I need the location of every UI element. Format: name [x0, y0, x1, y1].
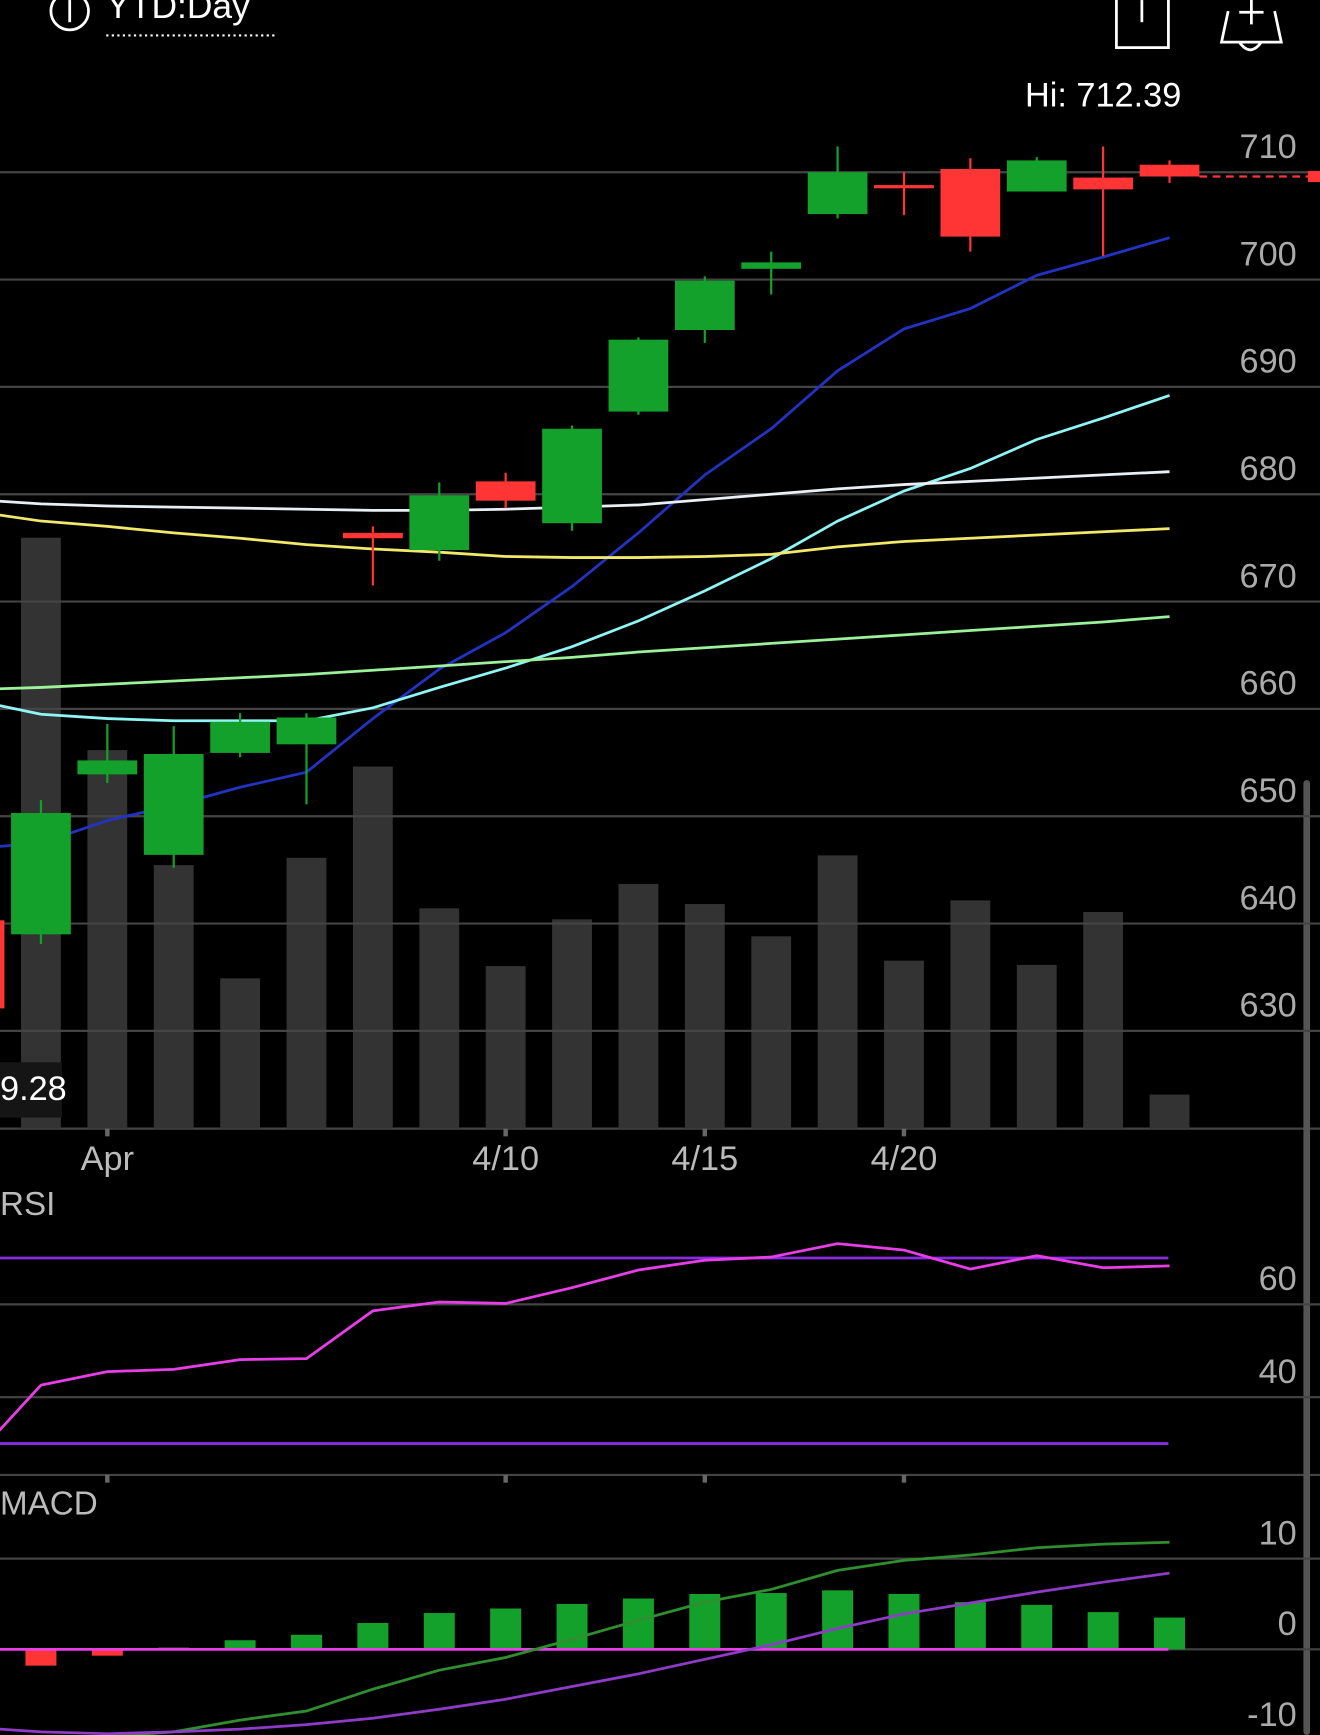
histogram-bar — [290, 1634, 322, 1650]
candle-body — [475, 481, 536, 501]
candle-body — [276, 717, 337, 745]
price-label: 9.28 — [0, 1070, 67, 1108]
histogram-bar — [822, 1590, 854, 1650]
candle-body — [1139, 164, 1200, 177]
macd-line — [108, 1540, 1170, 1735]
share-icon[interactable] — [1115, 0, 1170, 50]
y-tick-label: 640 — [1240, 879, 1297, 917]
moving-average — [0, 394, 1170, 723]
x-tick-label: 4/10 — [472, 1140, 539, 1178]
x-tick-label: 4/20 — [871, 1140, 938, 1178]
y-tick-label: 40 — [1259, 1353, 1297, 1391]
price-pane — [0, 146, 1320, 1129]
scrollbar[interactable] — [1303, 780, 1311, 1735]
header: YTD:Day — [49, 0, 1283, 52]
histogram-bar — [1087, 1612, 1119, 1650]
volume-bar — [1149, 1094, 1190, 1129]
high-annotation: Hi: 712.39 — [1025, 76, 1181, 114]
volume-bar — [618, 883, 659, 1129]
candle-body — [741, 262, 802, 269]
histogram-bar — [755, 1593, 787, 1650]
candle-body — [11, 813, 71, 935]
histogram-bar — [423, 1613, 455, 1650]
last-price-marker — [1307, 170, 1320, 183]
volume-bar — [817, 855, 858, 1129]
volume-bar — [352, 766, 393, 1129]
y-tick-label: 670 — [1240, 557, 1297, 595]
pane-title: MACD — [0, 1486, 98, 1523]
x-tick-label: 4/15 — [671, 1140, 738, 1178]
volume-bar — [87, 750, 128, 1129]
signal-line — [0, 1571, 1170, 1735]
candle-body — [77, 760, 138, 775]
volume-bar — [751, 936, 792, 1129]
candle-body — [674, 280, 735, 330]
histogram-bar — [954, 1602, 986, 1650]
volume-bar — [684, 904, 725, 1129]
candle-body — [409, 495, 470, 551]
volume-bar — [1083, 911, 1124, 1129]
y-tick-label: 660 — [1240, 665, 1297, 703]
volume-bar — [419, 908, 460, 1129]
volume-bar — [286, 857, 327, 1129]
y-tick-label: 710 — [1240, 128, 1297, 166]
y-tick-label: 0 — [1278, 1605, 1297, 1643]
histogram-bar — [357, 1623, 389, 1650]
histogram-bar — [888, 1593, 920, 1650]
macd-pane — [0, 1540, 1320, 1735]
y-tick-label: 690 — [1240, 343, 1297, 381]
histogram-bar — [490, 1608, 522, 1650]
candle-body — [343, 532, 403, 539]
x-tick-label: Apr — [81, 1140, 134, 1178]
volume-bar — [884, 960, 924, 1129]
rsi-pane — [0, 1242, 1320, 1445]
volume-bar — [1016, 964, 1057, 1129]
histogram-bar — [91, 1649, 123, 1656]
candle-body — [143, 753, 204, 855]
volume-bar — [220, 978, 261, 1129]
candle-body — [874, 185, 934, 189]
candle-body — [1073, 177, 1134, 190]
rsi-line — [0, 1242, 1170, 1432]
pane-title: RSI — [0, 1186, 55, 1223]
y-tick-label: -10 — [1247, 1696, 1297, 1734]
volume-bar — [485, 966, 526, 1129]
histogram-bar — [224, 1640, 256, 1650]
y-tick-label: 10 — [1259, 1514, 1297, 1552]
moving-average — [0, 615, 1170, 691]
candle-body — [542, 428, 602, 524]
price-label-box — [0, 1062, 62, 1118]
histogram-bar — [25, 1649, 57, 1666]
y-tick-label: 700 — [1240, 235, 1297, 273]
y-tick-label: 650 — [1240, 772, 1297, 810]
volume-bar — [552, 919, 592, 1129]
candle-body — [608, 339, 669, 412]
candle-body — [807, 172, 868, 215]
candle-body — [0, 920, 5, 1009]
y-tick-label: 630 — [1240, 987, 1297, 1025]
labels: 710 700 690 680 670 660 650 640 630 Apr 4/10 4/15 4/… — [0, 76, 1297, 1734]
y-tick-label: 60 — [1259, 1260, 1297, 1298]
histogram-bar — [1154, 1617, 1186, 1650]
moving-average — [0, 513, 1170, 559]
candle-body — [1006, 160, 1067, 192]
volume-bar — [950, 900, 991, 1129]
y-tick-label: 680 — [1240, 450, 1297, 488]
candle-body — [940, 168, 1001, 237]
volume-bar — [153, 865, 194, 1129]
alert-icon[interactable] — [1219, 0, 1283, 52]
candle-body — [210, 721, 270, 753]
histogram-bar — [1021, 1604, 1053, 1650]
range-selector[interactable]: YTD:Day — [106, 0, 250, 26]
add-icon[interactable] — [49, 0, 90, 32]
